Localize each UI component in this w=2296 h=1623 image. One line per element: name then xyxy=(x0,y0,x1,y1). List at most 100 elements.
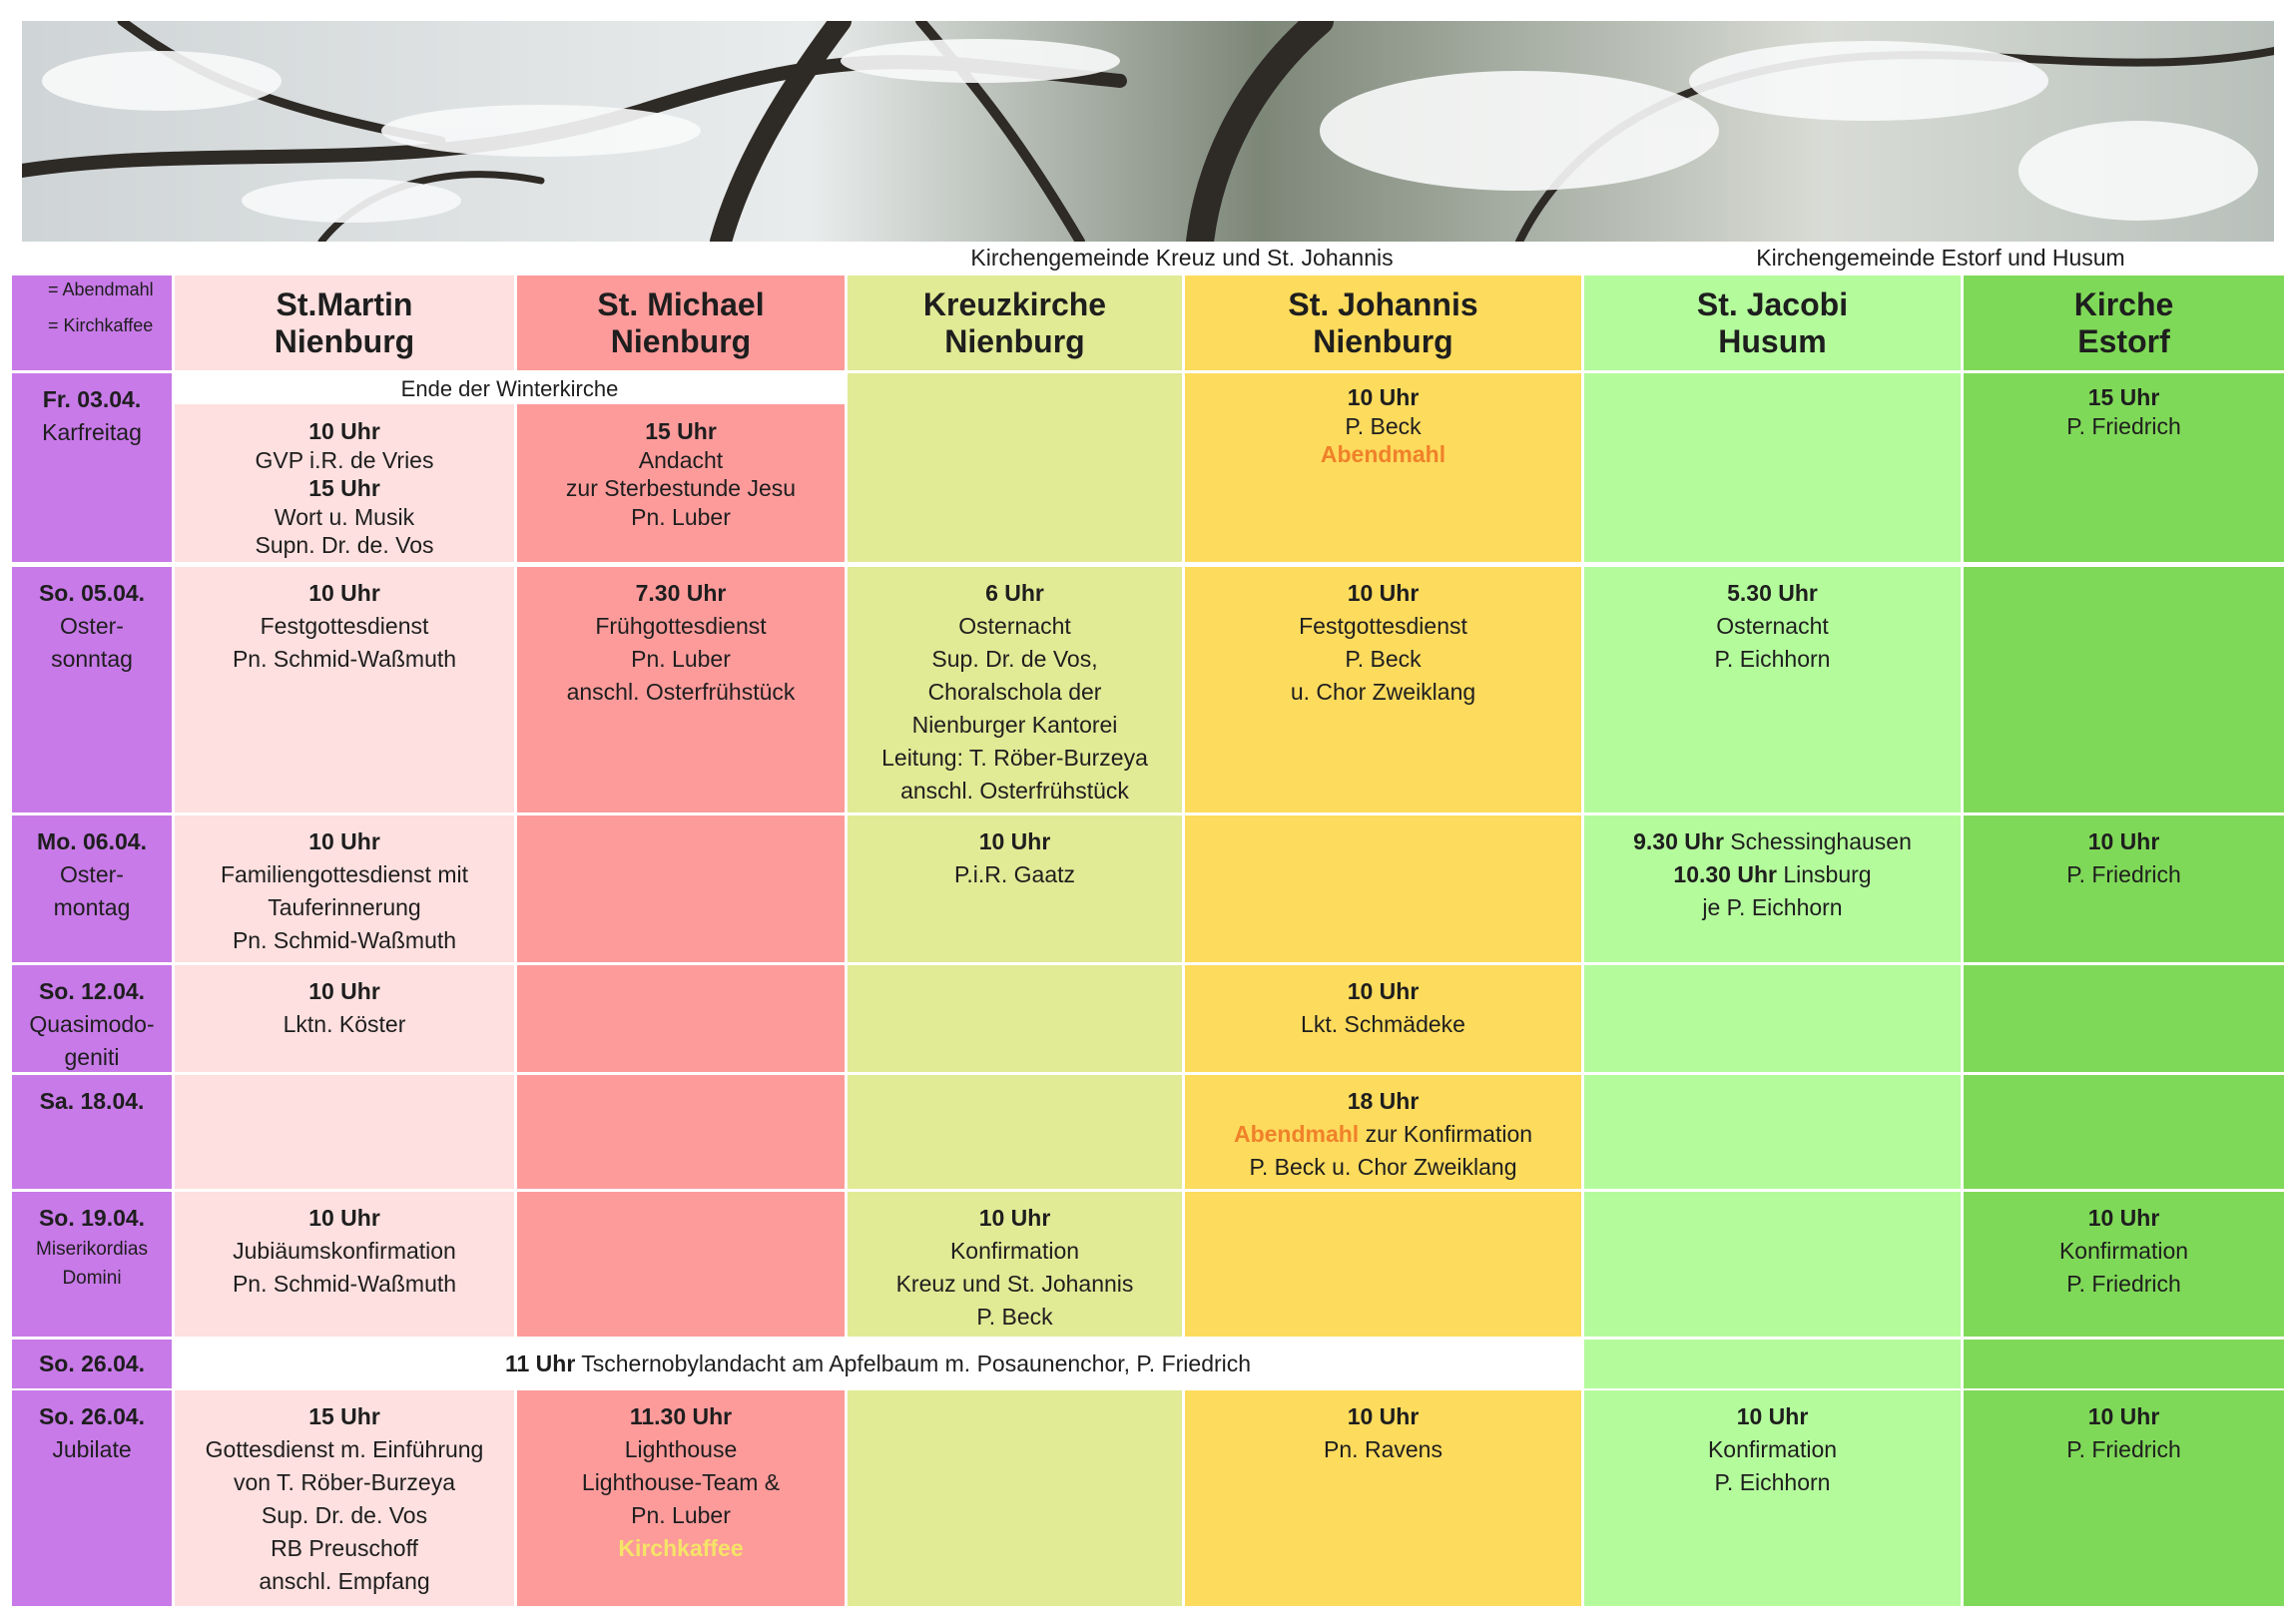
bold-text: 11 Uhr xyxy=(504,1351,576,1376)
text: Wort u. Musik xyxy=(274,503,415,530)
text-line: 10 Uhr xyxy=(1964,1400,2284,1433)
text-line: Pn. Luber xyxy=(517,643,845,676)
schedule-cell: 10 Uhr Lktn. Köster xyxy=(175,965,514,1072)
text: Festgottesdienst xyxy=(260,613,429,639)
bold-text: 7.30 Uhr xyxy=(635,580,727,606)
text-line: 15 Uhr xyxy=(1964,383,2284,412)
text: GVP i.R. de Vries xyxy=(255,446,434,473)
text: Pn. Ravens xyxy=(1324,1436,1442,1462)
text: Familiengottesdienst mit xyxy=(221,861,468,887)
schedule-cell xyxy=(848,1390,1182,1606)
text-line: 10 Uhr xyxy=(848,825,1182,858)
bold-text: Abendmahl xyxy=(1320,441,1446,467)
text: Linsburg xyxy=(1776,861,1872,887)
text: Pn. Schmid-Waßmuth xyxy=(232,1271,457,1297)
day-cell: Fr. 03.04. Karfreitag xyxy=(12,373,172,562)
text: P. Friedrich xyxy=(2066,1436,2181,1462)
text: Tschernobylandacht am Apfelbaum m. Posau… xyxy=(575,1351,1252,1376)
column-name: St. Michael xyxy=(597,285,765,322)
schedule-cell xyxy=(1964,1075,2284,1189)
column-header: St. Jacobi Husum xyxy=(1584,275,1961,370)
text: zur Konfirmation xyxy=(1359,1121,1533,1147)
text: Pn. Schmid-Waßmuth xyxy=(232,927,457,953)
text: P.i.R. Gaatz xyxy=(953,861,1076,887)
schedule-cell: 10 Uhr P. Beck Abendmahl xyxy=(1185,373,1581,562)
day-cell: Sa. 18.04. xyxy=(12,1075,172,1189)
schedule-cell: 10 Uhr P. Friedrich xyxy=(1964,815,2284,962)
text-line: Lighthouse-Team & xyxy=(517,1466,845,1499)
bold-text: 18 Uhr xyxy=(1347,1088,1420,1114)
bold-text: Kirchkaffee xyxy=(618,1535,744,1561)
bold-text: 15 Uhr xyxy=(2087,384,2160,410)
text-line: P. Friedrich xyxy=(1964,1433,2284,1466)
text: Supn. Dr. de. Vos xyxy=(255,532,434,558)
text-line: Wort u. Musik xyxy=(175,503,514,532)
text-line: 10 Uhr xyxy=(1964,825,2284,858)
text: P. Eichhorn xyxy=(1714,1469,1831,1495)
bold-text: 11.30 Uhr xyxy=(629,1403,733,1429)
text-line: GVP i.R. de Vries xyxy=(175,446,514,475)
bold-text: 10 Uhr xyxy=(1347,384,1420,410)
bold-text: 10 Uhr xyxy=(2087,828,2160,854)
schedule-cell: 10 Uhr Festgottesdienst P. Beck u. Chor Zwe… xyxy=(1185,567,1581,812)
schedule-cell: 10 Uhr Familiengottesdienst mit Tauferinne… xyxy=(175,815,514,962)
bold-text: 10 Uhr xyxy=(1347,580,1420,606)
schedule-cell xyxy=(175,1075,514,1189)
schedule-cell xyxy=(517,1192,845,1337)
bold-text: 10 Uhr xyxy=(308,418,380,444)
date: So. 19.04. xyxy=(38,1205,146,1231)
text-line: 10 Uhr xyxy=(848,1202,1182,1235)
text-line: 10 Uhr xyxy=(175,1202,514,1235)
schedule-cell: 10 Uhr Pn. Ravens xyxy=(1185,1390,1581,1606)
text-line: Festgottesdienst xyxy=(1185,610,1581,643)
schedule-cell: 6 Uhr Osternacht Sup. Dr. de Vos, Choralsch… xyxy=(848,567,1182,812)
text: Lighthouse xyxy=(624,1436,738,1462)
text-line: Lighthouse xyxy=(517,1433,845,1466)
column-name: Estorf xyxy=(2077,322,2170,359)
date: Mo. 06.04. xyxy=(37,828,147,854)
text-line: Nienburger Kantorei xyxy=(848,709,1182,742)
schedule-cell xyxy=(1964,965,2284,1072)
text: Schessinghausen xyxy=(1723,828,1912,854)
text: P. Friedrich xyxy=(2066,861,2181,887)
text: Sup. Dr. de. Vos xyxy=(261,1502,428,1528)
text: P. Friedrich xyxy=(2066,1271,2181,1297)
bold-text: 10 Uhr xyxy=(2087,1403,2160,1429)
text: Frühgottesdienst xyxy=(595,613,767,639)
column-header: St. Michael Nienburg xyxy=(517,275,845,370)
text-line: Leitung: T. Röber-Burzeya xyxy=(848,742,1182,775)
day-name: Domini xyxy=(62,1268,122,1289)
column-header: Kirche Estorf xyxy=(1964,275,2284,370)
text: Konfirmation xyxy=(2058,1238,2189,1264)
schedule-cell: 10 Uhr Lkt. Schmädeke xyxy=(1185,965,1581,1072)
text: Lktn. Köster xyxy=(283,1011,406,1037)
schedule-cell xyxy=(848,965,1182,1072)
bold-text: Abendmahl xyxy=(1233,1121,1360,1147)
banner: Ende der Winterkirche xyxy=(175,373,845,404)
text-line: Konfirmation xyxy=(1964,1235,2284,1268)
text: Pn. Luber xyxy=(631,646,731,672)
column-name: Nienburg xyxy=(1313,322,1453,359)
text: Pn. Schmid-Waßmuth xyxy=(232,646,457,672)
schedule-cell xyxy=(1964,567,2284,812)
text: Pn. Luber xyxy=(631,503,731,530)
text-line: anschl. Osterfrühstück xyxy=(848,775,1182,808)
schedule-cell: 18 Uhr Abendmahl zur Konfirmation P. Beck … xyxy=(1185,1075,1581,1189)
day-name: sonntag xyxy=(51,646,133,672)
date: So. 26.04. xyxy=(38,1403,146,1429)
bold-text: 10 Uhr xyxy=(978,1205,1051,1231)
day-name: Miserikordias xyxy=(36,1239,148,1260)
date: So. 26.04. xyxy=(38,1351,146,1376)
schedule-cell xyxy=(1185,815,1581,962)
bold-text: 6 Uhr xyxy=(985,580,1044,606)
text-line: Gottesdienst m. Einführung xyxy=(175,1433,514,1466)
text-line: von T. Röber-Burzeya xyxy=(175,1466,514,1499)
legend-cell: = Abendmahl = Kirchkaffee xyxy=(12,275,172,370)
schedule-cell xyxy=(848,1075,1182,1189)
group-label: Kirchengemeinde Estorf und Husum xyxy=(1756,245,2125,270)
text: P. Eichhorn xyxy=(1714,646,1831,672)
text-line: P. Beck xyxy=(1185,643,1581,676)
text-line: P. Friedrich xyxy=(1964,1268,2284,1301)
